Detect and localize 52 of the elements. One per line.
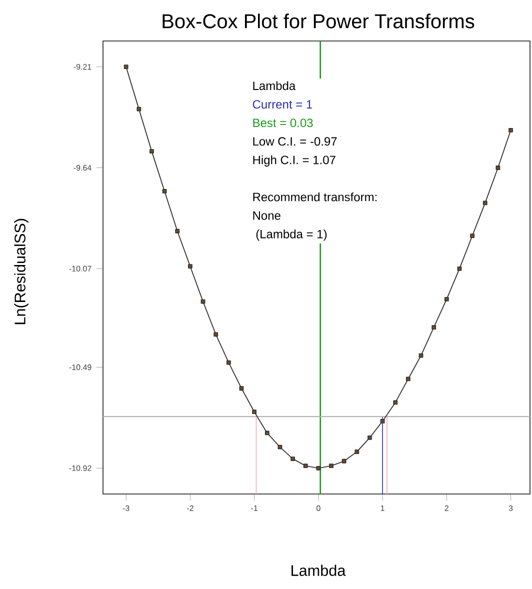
annotation: High C.I. = 1.07	[253, 155, 336, 167]
point	[444, 296, 449, 302]
annotation: Recommend transform:	[253, 192, 377, 202]
annotation: (Lambda = 1)	[256, 230, 327, 241]
y-tick-label: -9.64	[74, 164, 92, 171]
annotation: None	[253, 211, 280, 220]
x-tick-label: -2	[186, 505, 194, 511]
point	[380, 419, 385, 424]
x-tick-label: 3	[508, 505, 513, 512]
point	[278, 444, 282, 450]
annotation: Low C.I. = -0.97	[253, 137, 337, 146]
point	[303, 464, 308, 468]
point	[482, 200, 488, 206]
y-axis-title: Ln(ResidualSS)	[14, 218, 28, 324]
x-axis-title: Lambda	[292, 564, 346, 576]
point	[226, 360, 231, 365]
point	[342, 458, 346, 464]
y-tick-label: -10.07	[69, 266, 92, 272]
y-tick-label: -9.21	[74, 64, 92, 70]
point	[124, 64, 128, 70]
x-tick-label: -3	[122, 505, 130, 512]
point	[457, 266, 462, 271]
point	[214, 332, 218, 337]
point	[406, 376, 410, 382]
point	[162, 189, 167, 194]
annotation: Lambda	[253, 81, 296, 90]
y-tick-label: -10.92	[69, 465, 92, 472]
x-tick-label: -1	[251, 505, 258, 511]
x-tick-label: 2	[444, 505, 448, 511]
x-tick-label: 1	[380, 505, 384, 511]
point	[188, 264, 192, 269]
point	[368, 435, 372, 440]
y-tick-label: -10.49	[69, 364, 92, 370]
point	[496, 166, 500, 170]
point	[290, 456, 295, 461]
point	[354, 450, 360, 454]
x-tick-label: 0	[316, 505, 320, 512]
chart-title: Box-Cox Plot for Power Transforms	[162, 14, 474, 28]
point	[470, 234, 474, 238]
point	[150, 149, 154, 154]
point	[239, 386, 244, 391]
point	[508, 128, 513, 132]
point	[252, 410, 257, 414]
point	[136, 106, 142, 112]
point	[175, 228, 180, 234]
point	[329, 464, 334, 468]
point	[393, 400, 398, 405]
ref-line-label: Best = 0.03	[253, 118, 313, 128]
ref-line-label: Current = 1	[252, 100, 312, 109]
point	[432, 325, 436, 330]
point	[264, 430, 270, 436]
point	[316, 466, 321, 470]
